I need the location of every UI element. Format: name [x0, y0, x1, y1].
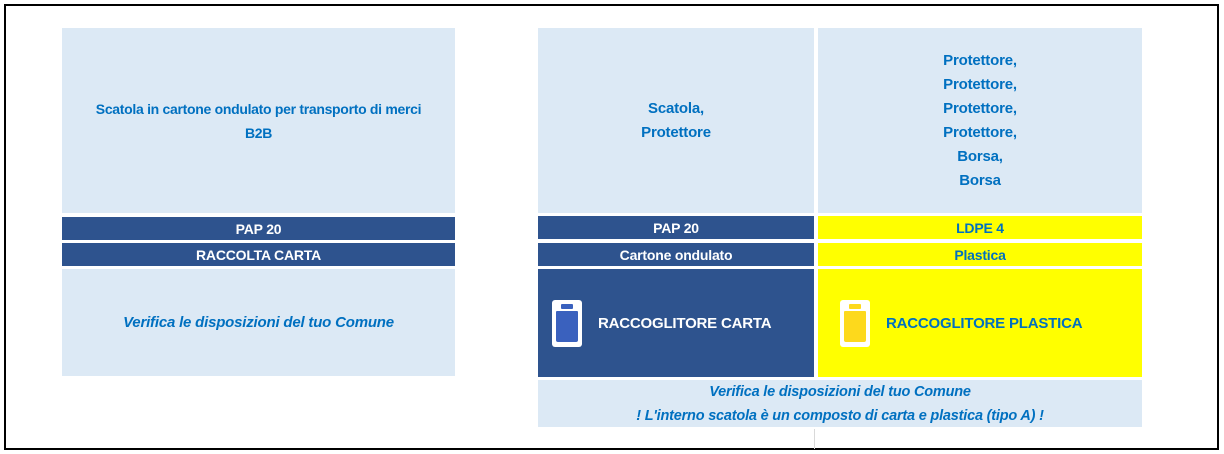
plastic-bin-icon — [840, 299, 870, 347]
bin-body — [844, 310, 866, 342]
plastic-material-bar: Plastica — [818, 243, 1142, 266]
product-description-line: Scatola in cartone ondulato per transpor… — [95, 100, 422, 117]
plastic-code-bar: LDPE 4 — [818, 216, 1142, 239]
paper-bin-cell: RACCOGLITORE CARTA — [538, 269, 814, 377]
component-line: Protettore, — [943, 123, 1017, 141]
gridline-artifact — [814, 429, 815, 449]
collection-stream-bar: RACCOLTA CARTA — [62, 243, 455, 266]
component-line: Protettore — [641, 123, 711, 141]
component-line: Protettore, — [943, 51, 1017, 69]
municipality-note: Verifica le disposizioni del tuo Comune — [62, 269, 455, 376]
plastic-bin-label: RACCOGLITORE PLASTICA — [886, 314, 1083, 332]
product-description-line: B2B — [244, 124, 273, 141]
product-description-cell: Scatola in cartone ondulato per transpor… — [62, 28, 455, 213]
material-code-bar: PAP 20 — [62, 217, 455, 240]
paper-material-bar: Cartone ondulato — [538, 243, 814, 266]
paper-components-cell: Scatola, Protettore — [538, 28, 814, 213]
paper-bin-label: RACCOGLITORE CARTA — [598, 314, 772, 332]
label-card-composite: Scatola, Protettore Protettore, Protetto… — [538, 28, 1142, 427]
plastic-bin-cell: RACCOGLITORE PLASTICA — [818, 269, 1142, 377]
note-line: Verifica le disposizioni del tuo Comune — [709, 383, 971, 400]
label-card-b2b: Scatola in cartone ondulato per transpor… — [62, 28, 455, 376]
component-line: Borsa — [959, 171, 1001, 189]
composite-note: Verifica le disposizioni del tuo Comune … — [538, 380, 1142, 427]
component-line: Borsa, — [957, 147, 1003, 165]
component-line: Protettore, — [943, 75, 1017, 93]
plastic-components-cell: Protettore, Protettore, Protettore, Prot… — [818, 28, 1142, 213]
paper-bin-icon — [552, 299, 582, 347]
bin-body — [556, 310, 578, 342]
note-line: ! L'interno scatola è un composto di car… — [636, 407, 1044, 424]
bin-handle — [561, 303, 573, 309]
paper-code-bar: PAP 20 — [538, 216, 814, 239]
component-line: Protettore, — [943, 99, 1017, 117]
bin-handle — [849, 303, 861, 309]
component-line: Scatola, — [648, 99, 704, 117]
